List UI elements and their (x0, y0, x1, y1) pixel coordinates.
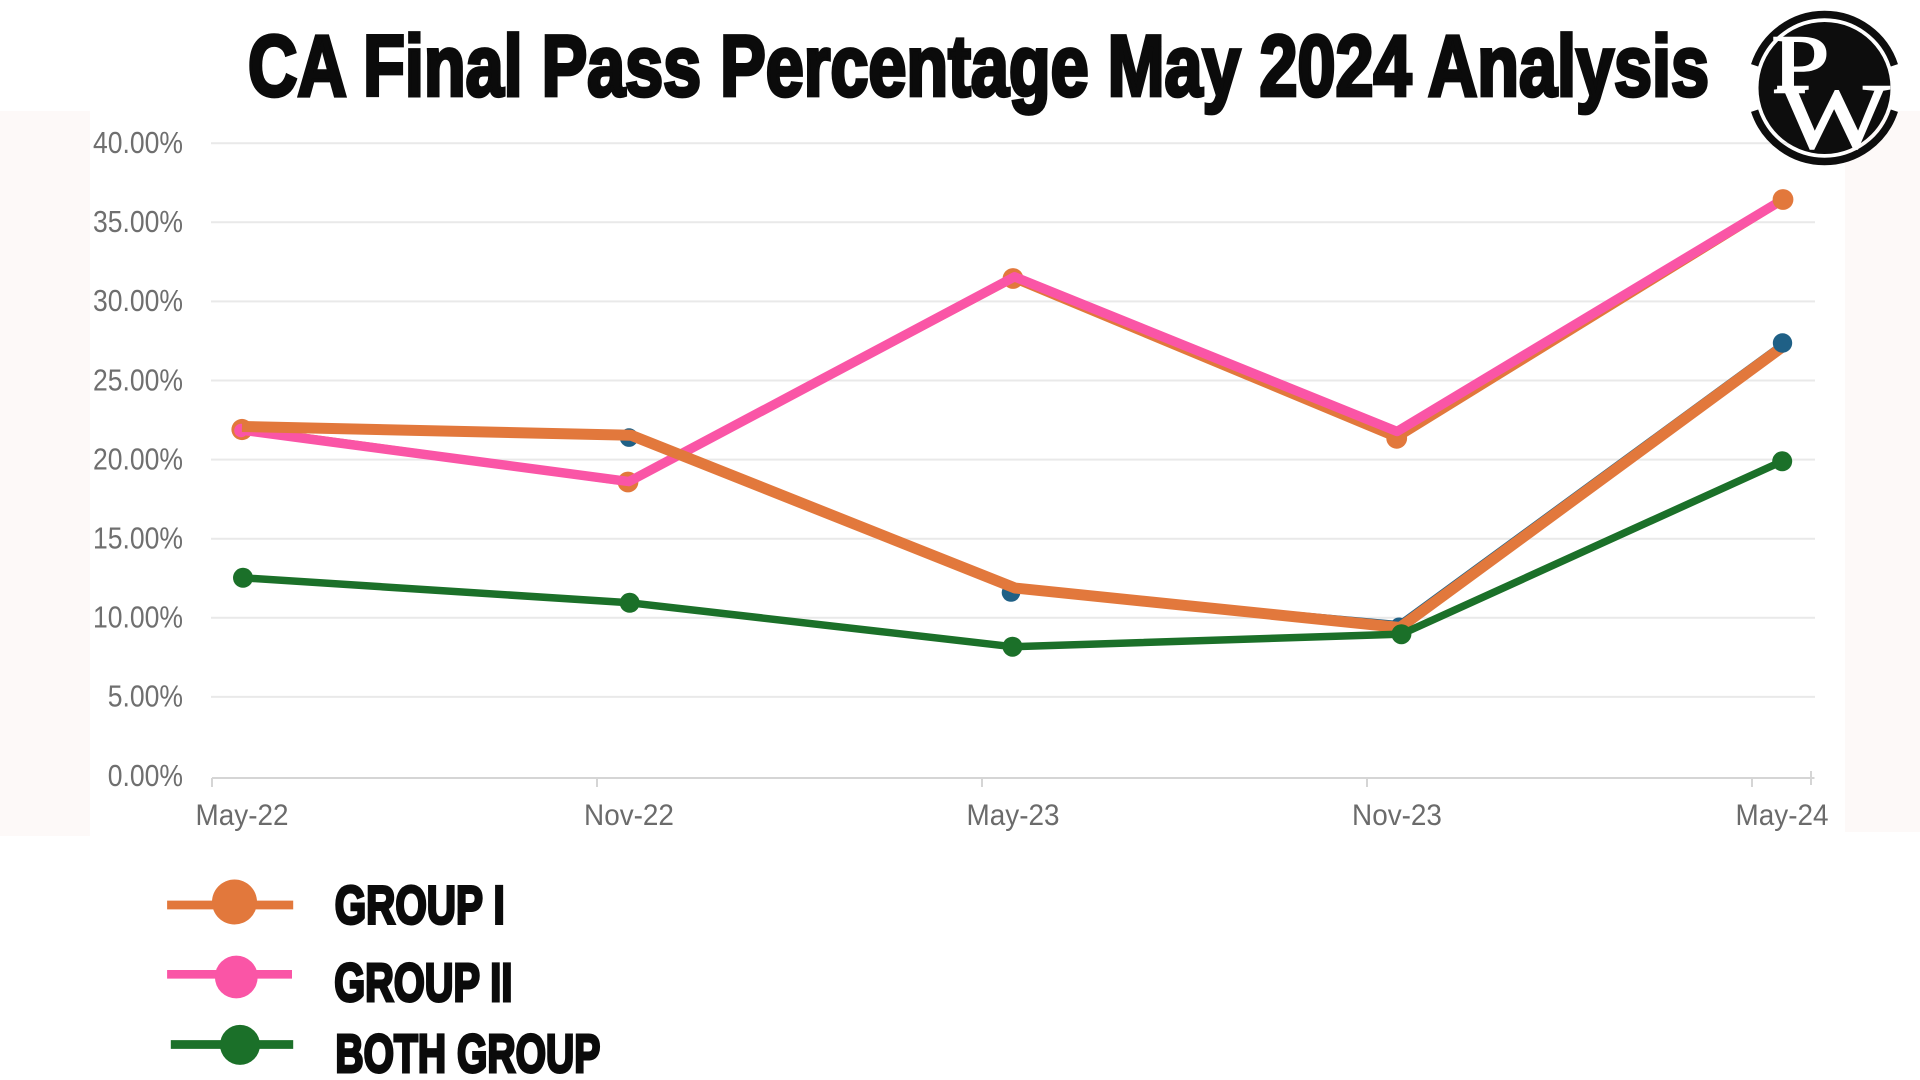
svg-text:May-23: May-23 (967, 799, 1060, 832)
svg-text:10.00%: 10.00% (93, 601, 183, 635)
svg-text:W: W (1778, 64, 1890, 167)
svg-text:35.00%: 35.00% (93, 205, 183, 239)
svg-text:15.00%: 15.00% (93, 522, 183, 556)
svg-text:GROUP I: GROUP I (335, 876, 505, 936)
svg-text:30.00%: 30.00% (93, 284, 183, 318)
svg-text:Nov-23: Nov-23 (1352, 799, 1442, 832)
svg-text:5.00%: 5.00% (108, 680, 183, 714)
svg-text:Nov-22: Nov-22 (584, 799, 674, 832)
svg-text:May-24: May-24 (1736, 799, 1829, 832)
svg-text:25.00%: 25.00% (93, 363, 183, 397)
svg-text:20.00%: 20.00% (93, 443, 183, 477)
svg-text:BOTH GROUP: BOTH GROUP (335, 1023, 600, 1080)
svg-text:0.00%: 0.00% (108, 759, 183, 793)
svg-text:GROUP II: GROUP II (334, 953, 512, 1013)
svg-text:CA Final Pass Percentage May 2: CA Final Pass Percentage May 2024 Analys… (248, 19, 1709, 114)
svg-text:40.00%: 40.00% (93, 126, 183, 160)
svg-text:May-22: May-22 (196, 799, 289, 832)
svg-text:P: P (1771, 17, 1829, 111)
